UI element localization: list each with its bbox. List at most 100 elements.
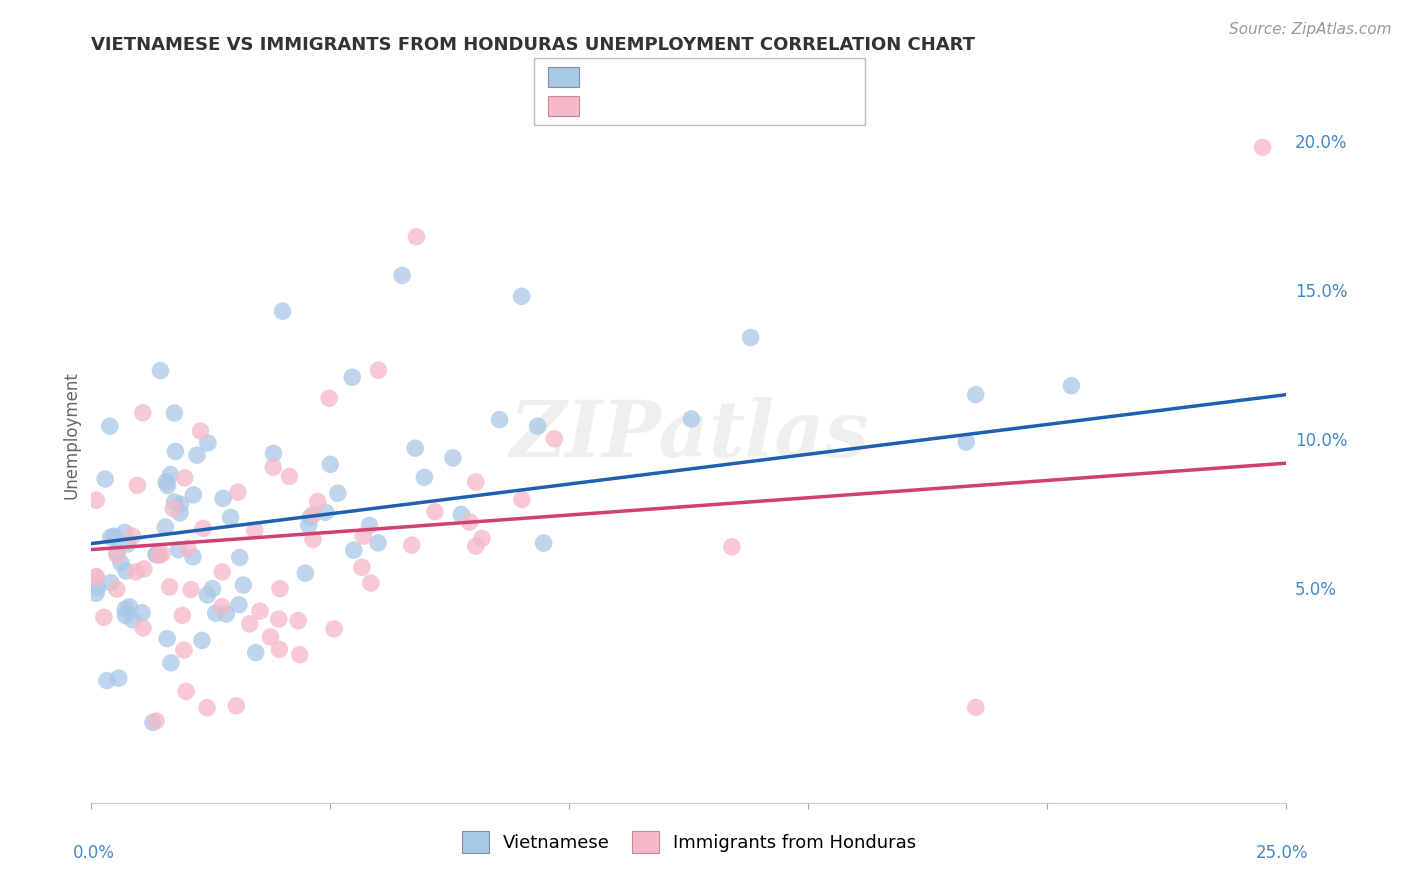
Text: ZIPatlas: ZIPatlas	[509, 397, 869, 473]
Point	[526, 419, 548, 434]
Point	[118, 599, 141, 614]
Text: 0.388: 0.388	[634, 68, 690, 87]
Point	[269, 642, 291, 657]
Point	[1251, 140, 1274, 154]
Point	[195, 700, 218, 714]
Point	[232, 578, 254, 592]
Point	[84, 493, 107, 508]
Point	[226, 485, 249, 500]
Text: 0.251: 0.251	[634, 97, 690, 117]
Point	[391, 268, 413, 283]
Point	[360, 576, 382, 591]
Point	[115, 564, 138, 578]
Point	[350, 560, 373, 574]
Point	[302, 533, 325, 547]
Point	[181, 549, 204, 564]
Point	[84, 570, 107, 584]
Point	[93, 610, 115, 624]
Point	[155, 475, 177, 489]
Point	[117, 537, 139, 551]
Point	[287, 614, 309, 628]
Point	[367, 363, 389, 377]
Point	[211, 565, 233, 579]
Point	[145, 548, 167, 562]
Point	[405, 229, 427, 244]
Point	[249, 604, 271, 618]
Point	[103, 529, 125, 543]
Point	[132, 406, 155, 420]
Point	[413, 470, 436, 484]
Point	[176, 541, 198, 556]
Point	[533, 536, 555, 550]
Point	[239, 616, 262, 631]
Point	[165, 444, 187, 458]
Y-axis label: Unemployment: Unemployment	[62, 371, 80, 499]
Point	[186, 448, 208, 462]
Point	[100, 575, 122, 590]
Point	[401, 538, 423, 552]
Point	[169, 497, 191, 511]
Point	[464, 539, 486, 553]
Point	[94, 472, 117, 486]
Point	[132, 562, 155, 576]
Point	[955, 435, 977, 450]
Point	[307, 494, 329, 508]
Point	[212, 491, 235, 506]
Point	[108, 671, 131, 685]
Point	[243, 523, 266, 537]
Point	[150, 547, 173, 561]
Point	[271, 304, 294, 318]
Point	[404, 441, 426, 455]
Point	[342, 370, 364, 384]
Point	[180, 582, 202, 597]
Legend: Vietnamese, Immigrants from Honduras: Vietnamese, Immigrants from Honduras	[454, 823, 924, 860]
Point	[84, 586, 107, 600]
Point	[367, 536, 389, 550]
Point	[132, 621, 155, 635]
Text: 76: 76	[733, 68, 758, 87]
Point	[510, 492, 533, 507]
Point	[543, 432, 565, 446]
Point	[215, 607, 238, 621]
Point	[343, 543, 366, 558]
Point	[245, 646, 267, 660]
Point	[510, 289, 533, 303]
Point	[163, 495, 186, 509]
Point	[159, 467, 181, 482]
Point	[142, 715, 165, 730]
Point	[201, 582, 224, 596]
Text: 62: 62	[733, 97, 758, 117]
Point	[965, 387, 987, 401]
Point	[127, 478, 149, 492]
Point	[156, 478, 179, 492]
Point	[315, 505, 337, 519]
Point	[228, 598, 250, 612]
Point	[488, 412, 510, 426]
Point	[163, 406, 186, 420]
Point	[159, 580, 181, 594]
Point	[174, 684, 197, 698]
Point	[323, 622, 346, 636]
Point	[100, 530, 122, 544]
Point	[84, 570, 107, 584]
Point	[204, 606, 226, 620]
Point	[121, 529, 143, 543]
Point	[145, 548, 167, 562]
Point	[160, 656, 183, 670]
Point	[471, 532, 494, 546]
Point	[269, 582, 291, 596]
Point	[211, 599, 233, 614]
Point	[318, 391, 340, 405]
Point	[131, 606, 153, 620]
Point	[740, 330, 762, 344]
Point	[172, 608, 194, 623]
Text: 25.0%: 25.0%	[1256, 844, 1309, 862]
Point	[267, 612, 290, 626]
Point	[352, 529, 374, 543]
Point	[441, 450, 464, 465]
Point	[458, 515, 481, 529]
Point	[681, 412, 703, 426]
Point	[288, 648, 311, 662]
Point	[121, 613, 143, 627]
Text: R =: R =	[595, 68, 637, 87]
